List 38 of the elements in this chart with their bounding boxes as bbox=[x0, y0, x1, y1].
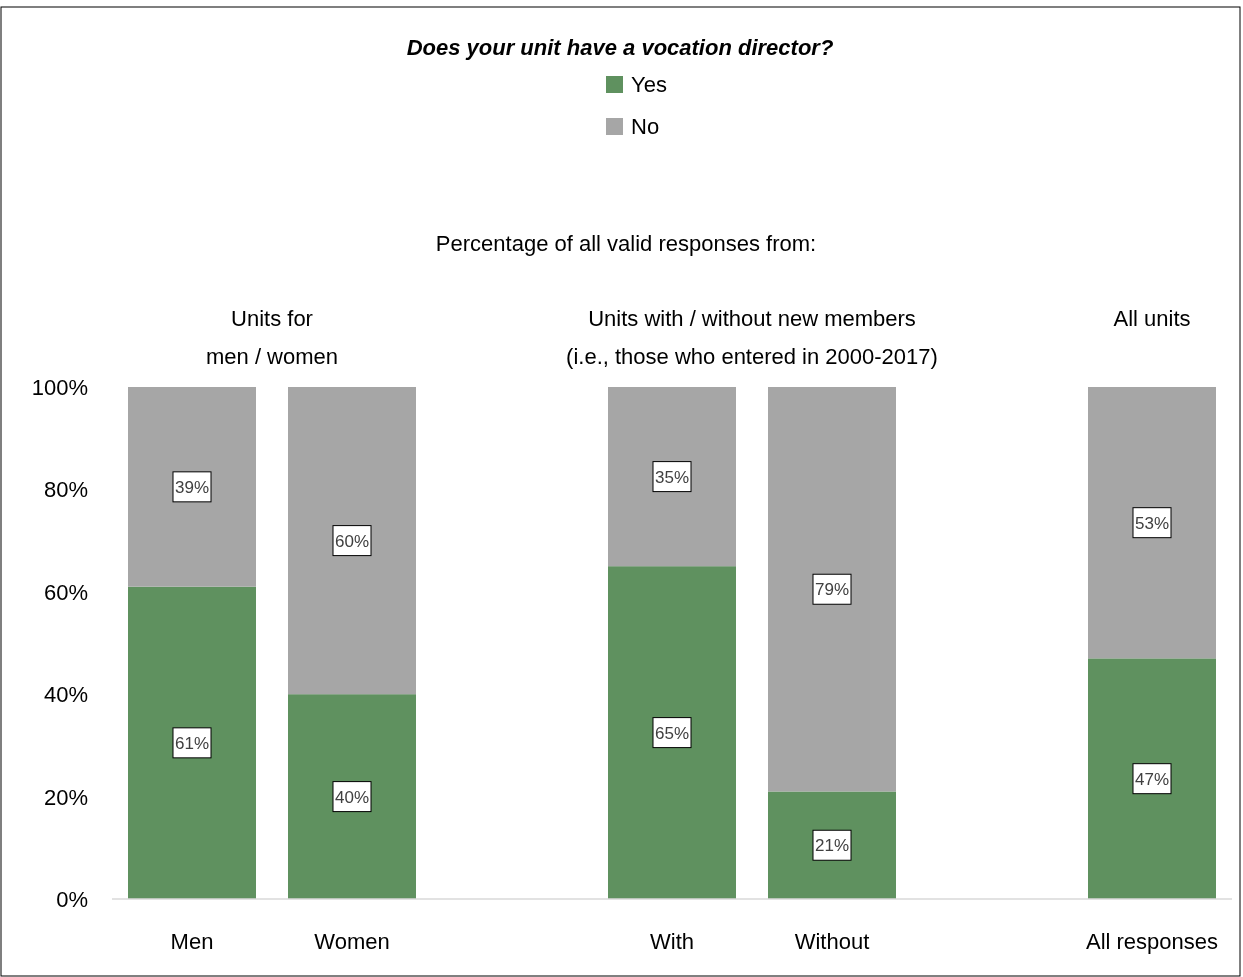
data-label: 47% bbox=[1134, 769, 1170, 789]
x-tick-label: All responses bbox=[1085, 929, 1219, 954]
bar bbox=[768, 387, 896, 792]
text: Units with / without new members (i.e., those who entered in 2000-2017) bbox=[566, 306, 938, 369]
chart-title: Does your unit have a vocation director? bbox=[406, 35, 834, 60]
y-tick-label: 60% bbox=[43, 579, 88, 605]
bar bbox=[128, 586, 256, 899]
bar bbox=[1088, 658, 1216, 899]
y-tick-label: 0% bbox=[56, 887, 88, 912]
x-tick-label: Women bbox=[314, 929, 390, 954]
data-label: 40% bbox=[334, 787, 370, 807]
data-label: 35% bbox=[654, 467, 690, 487]
x-tick-label: Without bbox=[794, 929, 870, 954]
data-label: 53% bbox=[1134, 513, 1170, 533]
y-tick-label: 40% bbox=[43, 682, 88, 708]
data-label: 79% bbox=[814, 580, 850, 600]
bar bbox=[608, 387, 736, 567]
data-label: 21% bbox=[814, 836, 850, 856]
legend-label: Yes bbox=[631, 72, 667, 97]
data-label: 60% bbox=[334, 531, 370, 551]
bar bbox=[288, 387, 416, 695]
bar bbox=[1088, 387, 1216, 659]
text: Units for men / women bbox=[205, 306, 339, 369]
text: All units bbox=[1113, 306, 1191, 331]
bar bbox=[288, 694, 416, 899]
x-tick-label: With bbox=[650, 929, 694, 954]
legend-label: No bbox=[631, 114, 660, 139]
y-tick-label: 80% bbox=[43, 477, 88, 503]
bar bbox=[128, 387, 256, 587]
bar bbox=[608, 566, 736, 899]
y-tick-label: 100% bbox=[31, 375, 88, 400]
y-tick-label: 20% bbox=[43, 784, 88, 810]
bar bbox=[768, 791, 896, 899]
data-label: 39% bbox=[174, 477, 210, 497]
x-tick-label: Men bbox=[170, 929, 214, 954]
data-label: 65% bbox=[654, 723, 690, 743]
data-label: 61% bbox=[174, 733, 210, 753]
chart-subtitle: Percentage of all valid responses from: bbox=[435, 231, 817, 256]
